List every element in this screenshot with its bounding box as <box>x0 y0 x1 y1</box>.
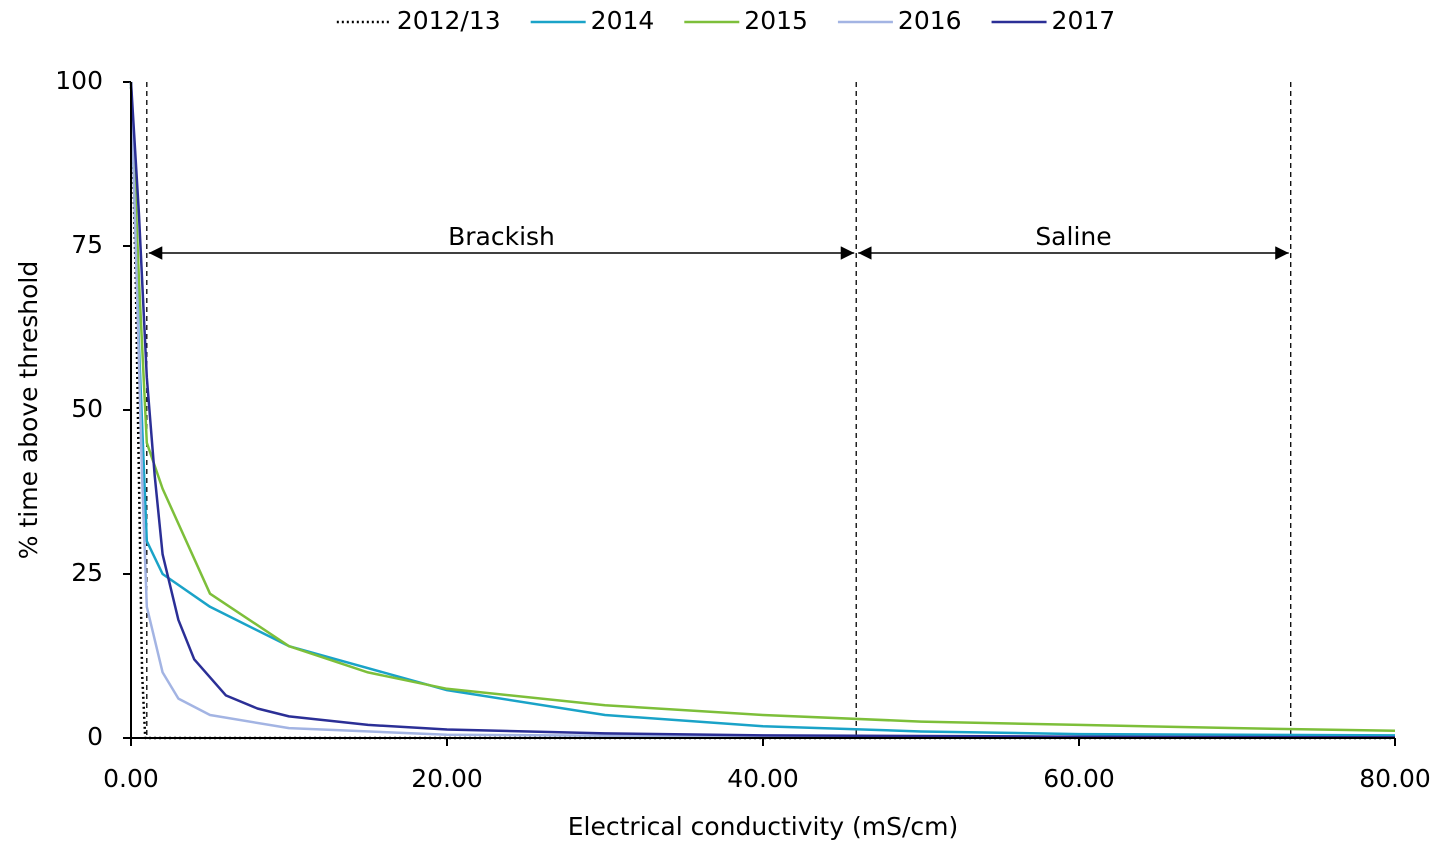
series-line <box>129 81 1396 739</box>
x-tick-label: 40.00 <box>727 764 799 793</box>
series-line <box>129 81 1396 739</box>
x-axis-label: Electrical conductivity (mS/cm) <box>568 812 958 841</box>
series-line <box>129 81 1396 737</box>
series-line <box>129 81 1395 740</box>
x-tick-label: 20.00 <box>411 764 483 793</box>
legend-label: 2017 <box>1052 6 1116 35</box>
y-tick-label: 75 <box>71 230 103 259</box>
legend-label: 2014 <box>591 6 655 35</box>
legend-label: 2016 <box>898 6 962 35</box>
y-tick-label: 100 <box>55 66 103 95</box>
y-tick-label: 25 <box>71 558 103 587</box>
x-tick-label: 80.00 <box>1359 764 1431 793</box>
y-axis-label: % time above threshold <box>14 261 43 559</box>
legend-label: 2012/13 <box>397 6 501 35</box>
region-label: Brackish <box>448 222 555 251</box>
y-tick-label: 0 <box>87 722 103 751</box>
series-line <box>129 81 1396 733</box>
x-tick-label: 60.00 <box>1043 764 1115 793</box>
x-tick-label: 0.00 <box>103 764 159 793</box>
legend-label: 2015 <box>744 6 808 35</box>
y-tick-label: 50 <box>71 394 103 423</box>
region-label: Saline <box>1035 222 1111 251</box>
